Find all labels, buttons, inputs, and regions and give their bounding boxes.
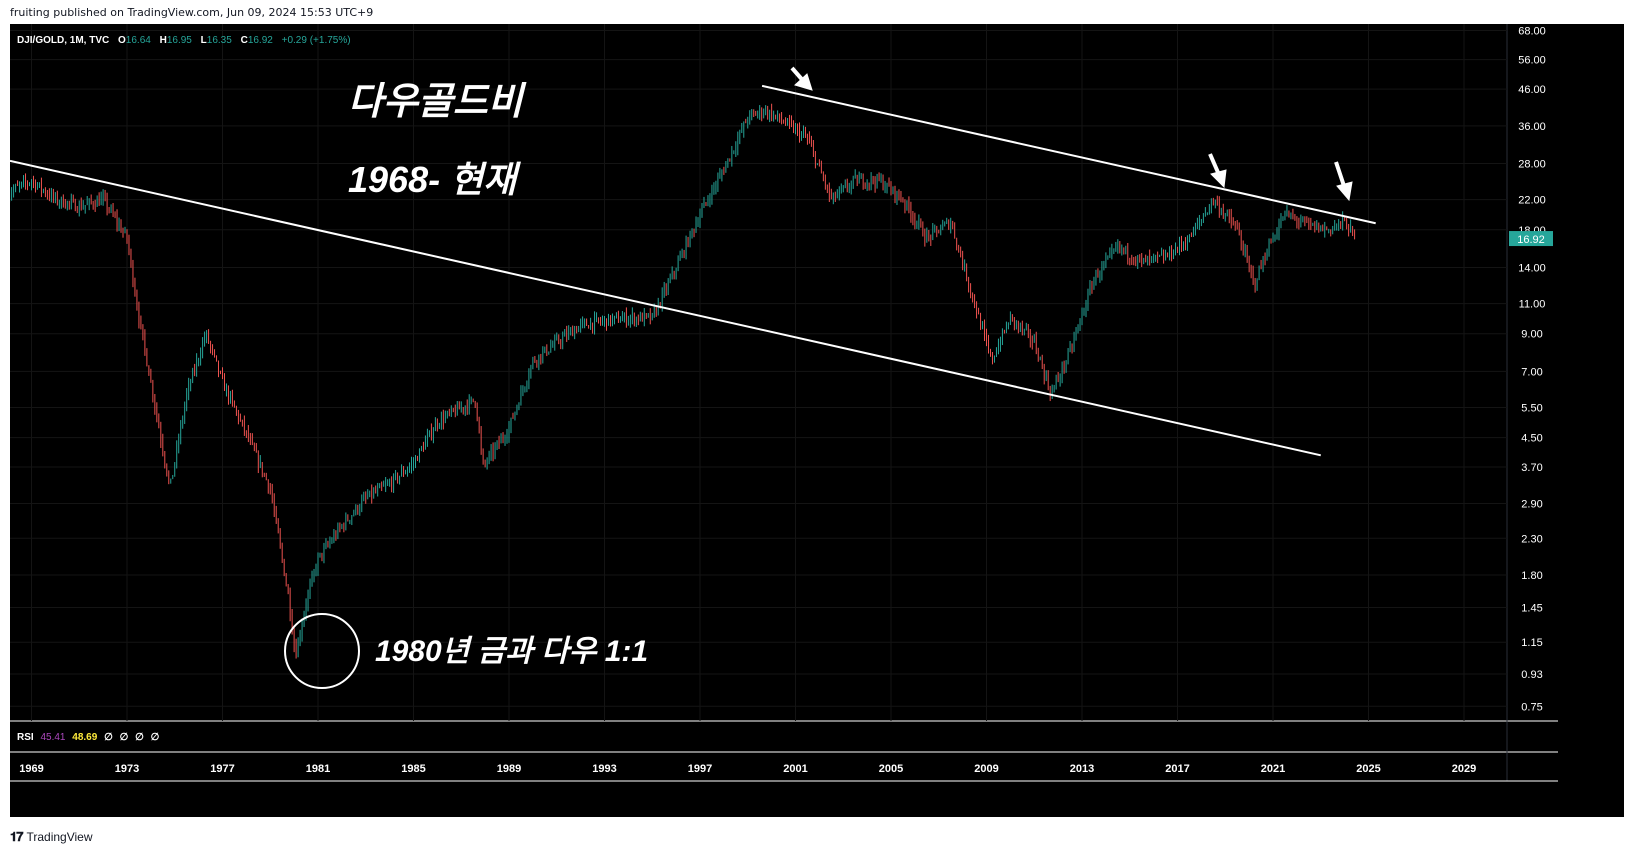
arrow-icon-peak-2024[interactable] <box>1334 161 1353 202</box>
y-tick-label: 0.75 <box>1521 701 1542 713</box>
rsi-extra-4: ∅ <box>151 732 160 743</box>
y-tick-label: 36.00 <box>1518 121 1546 133</box>
arrow-icon-peak-2018[interactable] <box>1208 153 1227 189</box>
open-value: 16.64 <box>126 35 151 46</box>
arrow-icon-peak-2000[interactable] <box>790 66 813 91</box>
x-tick-label: 1977 <box>210 763 234 775</box>
x-tick-label: 1981 <box>306 763 330 775</box>
symbol-label: DJI/GOLD, 1M, TVC <box>17 35 109 46</box>
last-price-badge: 16.92 <box>1509 231 1553 247</box>
x-tick-label: 2017 <box>1165 763 1189 775</box>
annotation-subtitle: 1968- 현재 <box>348 159 521 200</box>
change-value: +0.29 (+1.75%) <box>282 35 351 46</box>
x-tick-label: 2001 <box>783 763 807 775</box>
rsi-legend[interactable]: RSI 45.41 48.69 ∅ ∅ ∅ ∅ <box>17 732 160 743</box>
y-tick-label: 3.70 <box>1521 462 1542 474</box>
x-tick-label: 2021 <box>1261 763 1285 775</box>
close-value: 16.92 <box>248 35 273 46</box>
y-tick-label: 2.90 <box>1521 499 1542 511</box>
x-tick-label: 2029 <box>1452 763 1476 775</box>
chart-panel[interactable]: 68.00 56.00 46.00 36.00 28.00 22.00 18.00 14.00… <box>7 24 1624 817</box>
rsi-extra-1: ∅ <box>104 732 113 743</box>
x-tick-label: 2025 <box>1356 763 1380 775</box>
rsi-label: RSI <box>17 732 34 743</box>
trendline-2 <box>761 84 1376 225</box>
rsi-extra-3: ∅ <box>135 732 144 743</box>
price-chart[interactable]: 68.0056.0046.0036.0028.0022.0018.0014.00… <box>7 24 1624 817</box>
candle-layer <box>7 103 1356 659</box>
publish-attribution: fruiting published on TradingView.com, J… <box>10 6 374 19</box>
y-tick-label: 22.00 <box>1518 195 1546 207</box>
annotation-low-note: 1980년 금과 다우 1:1 <box>375 635 648 668</box>
x-tick-label: 1997 <box>688 763 712 775</box>
grid-layer <box>10 24 1507 721</box>
rsi-value-2: 48.69 <box>72 732 97 743</box>
y-tick-label: 2.30 <box>1521 533 1542 545</box>
time-axis[interactable]: 1969 1973 1977 1981 1985 1989 1993 1997 2001 2005… <box>19 763 1476 775</box>
x-tick-label: 1973 <box>115 763 139 775</box>
y-tick-label: 4.50 <box>1521 433 1542 445</box>
y-tick-label: 68.00 <box>1518 25 1546 37</box>
y-tick-label: 11.00 <box>1519 299 1546 311</box>
low-highlight-circle[interactable] <box>284 613 360 689</box>
y-tick-label: 46.00 <box>1518 84 1546 96</box>
y-tick-label: 28.00 <box>1518 159 1546 171</box>
y-tick-label: 9.00 <box>1521 329 1542 341</box>
rsi-extra-2: ∅ <box>120 732 129 743</box>
x-tick-label: 1989 <box>497 763 521 775</box>
price-axis[interactable]: 68.0056.0046.0036.0028.0022.0018.0014.00… <box>1518 25 1546 713</box>
rsi-value-1: 45.41 <box>40 732 65 743</box>
y-tick-label: 1.80 <box>1521 570 1542 582</box>
tradingview-logo-icon[interactable]: 𝟏𝟕 <box>10 829 24 844</box>
y-tick-label: 1.45 <box>1521 602 1542 614</box>
close-label: C <box>241 35 248 46</box>
annotation-title: 다우골드비 <box>348 81 527 123</box>
symbol-legend[interactable]: DJI/GOLD, 1M, TVC O16.64 H16.95 L16.35 C… <box>17 35 351 46</box>
trendline-layer[interactable] <box>9 84 1376 457</box>
y-tick-label: 0.93 <box>1521 669 1542 681</box>
footer: 𝟏𝟕 TradingView <box>10 828 93 846</box>
y-tick-label: 7.00 <box>1521 366 1542 378</box>
x-tick-label: 1993 <box>592 763 616 775</box>
footer-brand[interactable]: TradingView <box>26 830 93 844</box>
trendline-1 <box>9 159 1321 457</box>
low-value: 16.35 <box>207 35 232 46</box>
x-tick-label: 1985 <box>401 763 425 775</box>
svg-text:16.92: 16.92 <box>1517 234 1545 246</box>
low-label: L <box>201 35 207 46</box>
open-label: O <box>118 35 126 46</box>
x-tick-label: 2009 <box>974 763 998 775</box>
y-tick-label: 56.00 <box>1518 55 1546 67</box>
x-tick-label: 1969 <box>19 763 43 775</box>
y-tick-label: 14.00 <box>1518 262 1546 274</box>
high-label: H <box>160 35 167 46</box>
x-tick-label: 2013 <box>1070 763 1094 775</box>
y-tick-label: 5.50 <box>1521 403 1542 415</box>
high-value: 16.95 <box>167 35 192 46</box>
y-tick-label: 1.15 <box>1521 637 1542 649</box>
x-tick-label: 2005 <box>879 763 903 775</box>
